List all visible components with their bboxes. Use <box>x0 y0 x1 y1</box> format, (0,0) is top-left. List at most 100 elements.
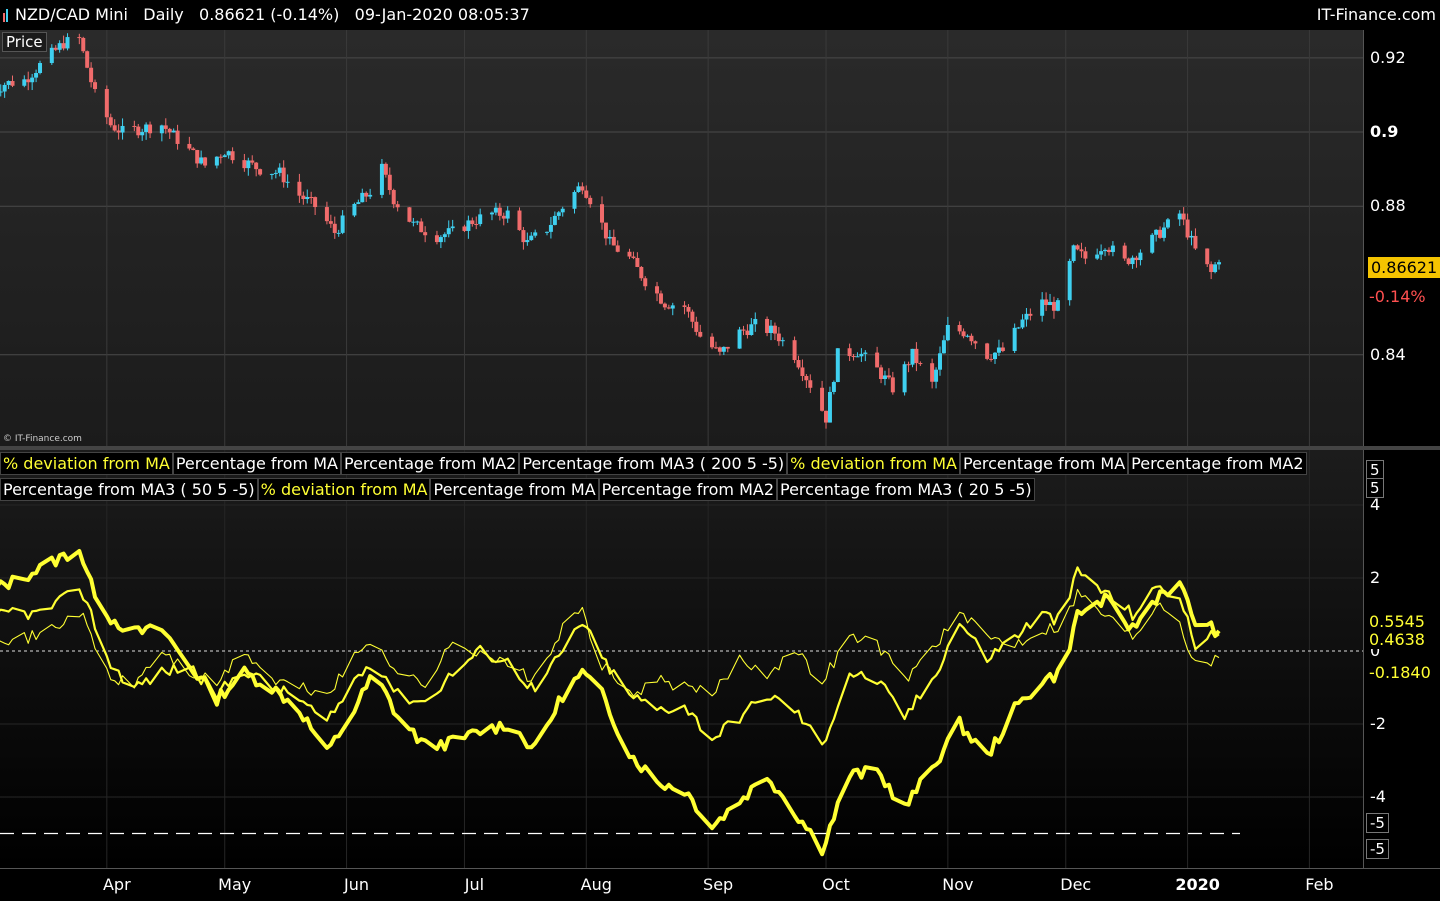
candle-body <box>1150 234 1155 253</box>
candle-body <box>906 364 911 366</box>
candle-body <box>332 223 337 233</box>
candle-body <box>297 181 302 196</box>
candle-body <box>1138 252 1143 261</box>
candle-body <box>552 215 557 225</box>
candle-body <box>379 163 384 195</box>
candle-body <box>328 221 333 224</box>
candle-body <box>769 325 773 333</box>
candle-body <box>187 143 192 149</box>
legend-item[interactable]: Percentage from MA <box>959 452 1129 475</box>
candle-body <box>1181 213 1186 220</box>
candle-body <box>305 196 310 200</box>
candle-body <box>1095 254 1100 259</box>
candle-body <box>576 186 581 193</box>
legend-item[interactable]: Percentage from MA <box>430 478 599 501</box>
candle-body <box>10 81 15 86</box>
candle-body <box>879 367 884 379</box>
candle-body <box>309 196 314 198</box>
candle-body <box>258 169 263 175</box>
candle-body <box>737 329 742 349</box>
datetime-label: 09-Jan-2020 08:05:37 <box>354 5 530 24</box>
candle-body <box>1040 299 1045 316</box>
candle-body <box>61 43 66 49</box>
legend-item[interactable]: % deviation from MA <box>0 452 173 475</box>
indicator-tick-label: 4 <box>1370 495 1381 514</box>
candle-body <box>470 220 475 225</box>
candle-body <box>434 235 439 243</box>
price-panel[interactable] <box>0 30 1363 446</box>
price-tick-label: 0.92 <box>1370 47 1406 67</box>
candle-body <box>120 125 125 133</box>
candle-body <box>796 360 801 368</box>
copyright-label: © IT-Finance.com <box>3 434 82 444</box>
candle-body <box>941 340 946 354</box>
time-tick-label: Aug <box>580 875 612 894</box>
candle-body <box>446 228 451 235</box>
candle-body <box>1193 235 1198 249</box>
candle-body <box>631 256 636 258</box>
candle-body <box>505 210 510 219</box>
candle-body <box>1079 249 1084 252</box>
candle-body <box>882 375 887 379</box>
time-tick-label: Jul <box>464 875 485 894</box>
candle-body <box>340 215 345 233</box>
candle-body <box>1130 257 1135 265</box>
panel-divider[interactable] <box>0 446 1440 450</box>
candle-body <box>140 132 145 136</box>
candle-body <box>662 303 667 308</box>
candle-body <box>851 356 856 358</box>
price-axis[interactable] <box>1363 30 1440 446</box>
candle-body <box>222 155 227 158</box>
indicator-tick-label: -4 <box>1370 787 1386 806</box>
axis-bottom-tag: -5 <box>1366 813 1389 833</box>
candle-body <box>1177 213 1182 220</box>
candle-body <box>993 352 998 360</box>
indicator-chart[interactable] <box>0 450 1363 868</box>
candle-body <box>713 347 718 349</box>
candle-body <box>560 208 565 213</box>
candle-body <box>930 363 935 382</box>
candle-body <box>710 336 715 348</box>
candle-body <box>108 117 113 126</box>
candle-body <box>1122 245 1127 259</box>
legend-item[interactable]: Percentage from MA3 ( 20 5 -5) <box>777 478 1035 501</box>
legend-item[interactable]: Percentage from MA2 <box>340 452 520 475</box>
legend-item[interactable]: % deviation from MA <box>257 478 431 501</box>
price-chart[interactable] <box>0 30 1363 446</box>
candle-body <box>49 47 54 64</box>
indicator-axis[interactable] <box>1363 450 1440 868</box>
candle-body <box>686 306 691 312</box>
legend-item[interactable]: Percentage from MA3 ( 50 5 -5) <box>0 478 258 501</box>
legend-item[interactable]: % deviation from MA <box>787 452 960 475</box>
indicator-panel[interactable] <box>0 450 1363 868</box>
legend-item[interactable]: Percentage from MA2 <box>1128 452 1307 475</box>
candle-body <box>407 207 412 222</box>
symbol-label[interactable]: NZD/CAD Mini <box>15 5 128 24</box>
legend-item[interactable]: Percentage from MA2 <box>598 478 777 501</box>
candle-body <box>902 364 907 393</box>
candle-body <box>600 204 605 223</box>
candle-body <box>800 367 805 376</box>
candle-body <box>364 192 369 197</box>
candle-body <box>859 353 864 357</box>
axis-top-tag: 5 <box>1366 478 1384 498</box>
time-axis[interactable] <box>0 868 1440 901</box>
candle-body <box>1012 327 1017 351</box>
candle-body <box>313 197 318 208</box>
bars-icon <box>3 8 9 22</box>
candle-body <box>1126 258 1131 265</box>
deviation-line-1 <box>0 549 1221 857</box>
value-tag-50: 0.4638 <box>1366 630 1428 649</box>
candle-body <box>820 387 825 411</box>
time-tick-label: Dec <box>1060 875 1092 894</box>
candle-body <box>167 128 172 133</box>
candle-body <box>57 43 62 50</box>
price-tick-label: 0.9 <box>1370 122 1399 142</box>
candle-body <box>548 224 553 232</box>
candle-body <box>698 331 703 337</box>
period-label[interactable]: Daily <box>143 5 184 24</box>
candle-body <box>824 410 829 423</box>
legend-item[interactable]: Percentage from MA3 ( 200 5 -5) <box>519 452 788 475</box>
candle-body <box>890 377 895 393</box>
legend-item[interactable]: Percentage from MA <box>172 452 341 475</box>
